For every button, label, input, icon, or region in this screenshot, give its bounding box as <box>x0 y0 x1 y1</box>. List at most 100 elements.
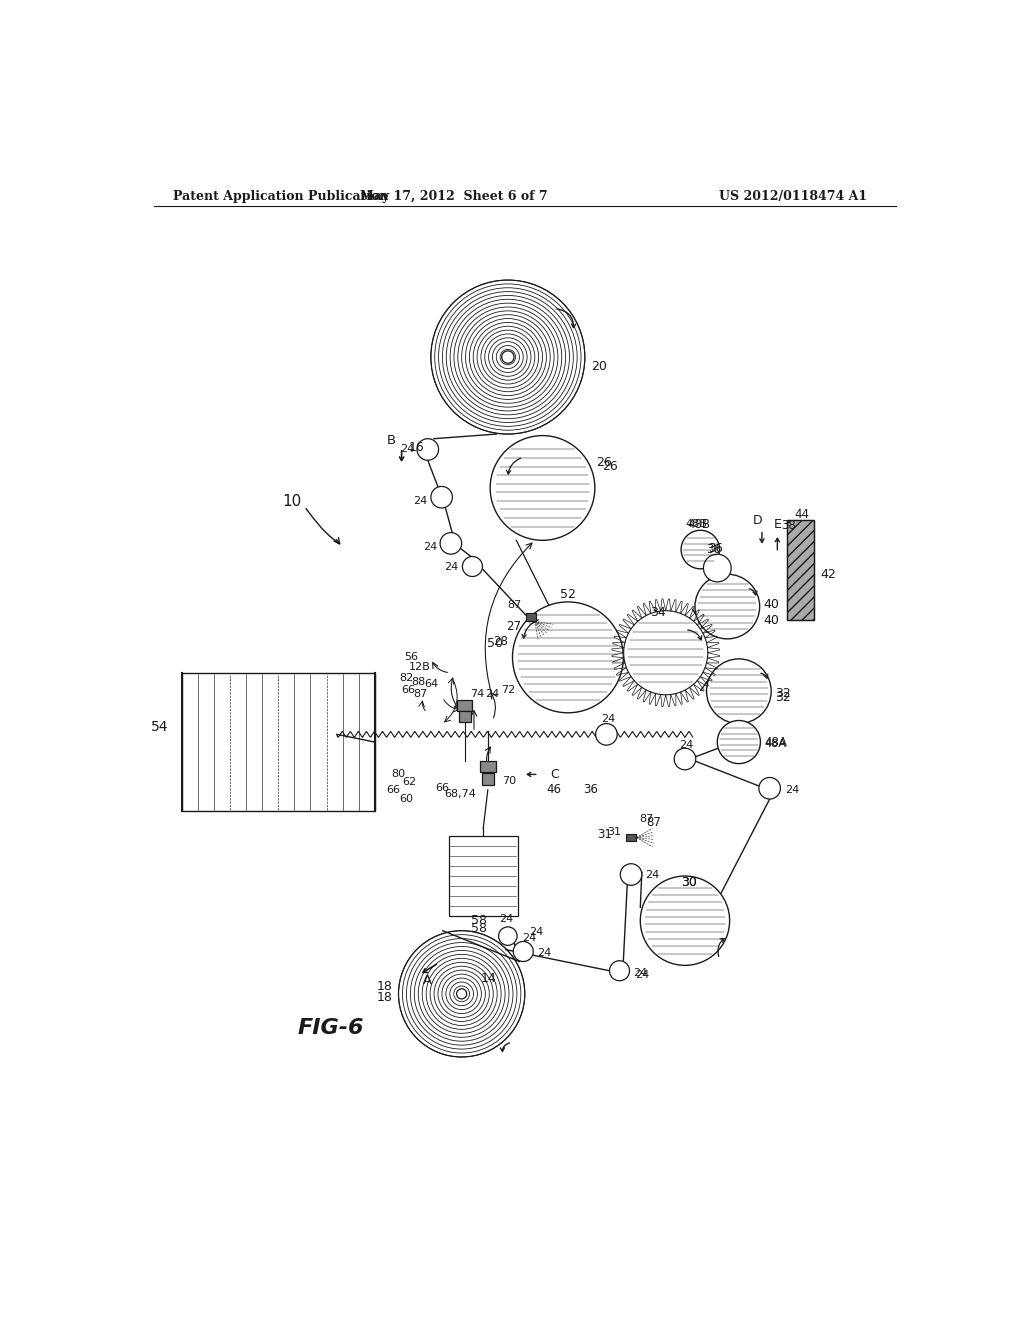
Text: 30: 30 <box>681 875 696 888</box>
Text: 16: 16 <box>409 441 425 454</box>
Text: 66: 66 <box>435 783 450 793</box>
Text: 87: 87 <box>646 816 662 829</box>
Text: 52: 52 <box>560 589 577 602</box>
Text: 48A: 48A <box>764 735 787 748</box>
Text: 26: 26 <box>596 455 612 469</box>
Text: 24: 24 <box>521 933 536 944</box>
Text: 24: 24 <box>414 496 428 506</box>
Text: 70: 70 <box>502 776 516 785</box>
Circle shape <box>759 777 780 799</box>
Circle shape <box>502 351 514 363</box>
Text: 24: 24 <box>635 970 649 979</box>
Bar <box>480 762 496 772</box>
Text: May 17, 2012  Sheet 6 of 7: May 17, 2012 Sheet 6 of 7 <box>360 190 548 203</box>
Circle shape <box>596 723 617 744</box>
Bar <box>182 673 375 812</box>
Text: 48B: 48B <box>686 519 708 529</box>
Bar <box>786 520 814 620</box>
Text: 88: 88 <box>412 677 426 686</box>
Text: 31: 31 <box>607 828 622 837</box>
Text: Patent Application Publication: Patent Application Publication <box>173 190 388 203</box>
Text: 48A: 48A <box>764 739 786 748</box>
Text: 58: 58 <box>471 921 487 935</box>
Circle shape <box>703 554 731 582</box>
Text: A: A <box>423 974 431 987</box>
Text: 24: 24 <box>538 948 551 958</box>
Text: 42: 42 <box>820 568 837 581</box>
Text: 24: 24 <box>601 714 615 723</box>
Text: 32: 32 <box>775 686 791 700</box>
Bar <box>449 836 518 916</box>
Text: 24: 24 <box>499 915 513 924</box>
Text: 24: 24 <box>485 689 500 698</box>
Text: 36: 36 <box>709 541 723 554</box>
Text: C: C <box>550 768 559 781</box>
Text: 36: 36 <box>706 543 721 556</box>
Text: 31: 31 <box>597 828 611 841</box>
Circle shape <box>417 438 438 461</box>
Text: US 2012/0118474 A1: US 2012/0118474 A1 <box>719 190 867 203</box>
Text: 24: 24 <box>679 741 693 750</box>
Circle shape <box>490 436 595 540</box>
Circle shape <box>440 533 462 554</box>
Text: 56: 56 <box>404 652 419 663</box>
Text: 87: 87 <box>639 814 653 824</box>
Text: 40: 40 <box>764 598 779 611</box>
Text: 24: 24 <box>444 561 459 572</box>
Circle shape <box>431 487 453 508</box>
Text: 38: 38 <box>781 519 796 532</box>
Text: 36: 36 <box>584 783 598 796</box>
Text: 24: 24 <box>645 870 659 879</box>
Text: 60: 60 <box>399 795 414 804</box>
Text: 72: 72 <box>501 685 515 694</box>
Text: 14: 14 <box>480 972 497 985</box>
Text: 64: 64 <box>424 678 438 689</box>
Bar <box>459 711 471 722</box>
Bar <box>525 614 537 622</box>
Text: 74: 74 <box>470 689 484 698</box>
Text: 50: 50 <box>487 638 503 649</box>
Text: 24: 24 <box>399 445 414 454</box>
Bar <box>457 701 472 711</box>
Circle shape <box>513 941 534 961</box>
Text: 24: 24 <box>529 927 544 937</box>
Circle shape <box>512 602 624 713</box>
Text: 10: 10 <box>283 494 302 508</box>
Text: FIG-6: FIG-6 <box>298 1019 364 1039</box>
Text: 24: 24 <box>634 968 647 978</box>
Text: D: D <box>753 513 762 527</box>
Text: 28: 28 <box>493 635 508 648</box>
Bar <box>481 774 494 785</box>
Circle shape <box>640 876 730 965</box>
Circle shape <box>707 659 771 723</box>
Text: E: E <box>773 517 781 531</box>
Circle shape <box>457 989 467 999</box>
Text: 66: 66 <box>400 685 415 694</box>
Text: 24: 24 <box>785 785 800 795</box>
Text: 44: 44 <box>795 508 809 520</box>
Circle shape <box>609 961 630 981</box>
Circle shape <box>717 721 761 763</box>
Circle shape <box>674 748 695 770</box>
Circle shape <box>681 531 720 569</box>
Text: 30: 30 <box>681 875 696 888</box>
Text: 58: 58 <box>471 915 487 927</box>
Text: 87: 87 <box>507 601 521 610</box>
Circle shape <box>624 611 708 694</box>
Text: 48B: 48B <box>687 517 711 531</box>
Text: 24: 24 <box>423 543 437 552</box>
Circle shape <box>695 574 760 639</box>
Text: 66: 66 <box>386 785 400 795</box>
Circle shape <box>621 863 642 886</box>
Text: 34: 34 <box>650 606 666 619</box>
Text: 82: 82 <box>399 673 414 684</box>
Text: 12B: 12B <box>409 661 430 672</box>
Text: 54: 54 <box>151 719 168 734</box>
Text: 87: 87 <box>413 689 427 698</box>
Text: 46: 46 <box>547 783 561 796</box>
Text: 26: 26 <box>602 459 618 473</box>
Circle shape <box>463 557 482 577</box>
Text: 27: 27 <box>506 620 521 634</box>
Text: 40: 40 <box>764 614 779 627</box>
Text: 18: 18 <box>377 991 392 1005</box>
